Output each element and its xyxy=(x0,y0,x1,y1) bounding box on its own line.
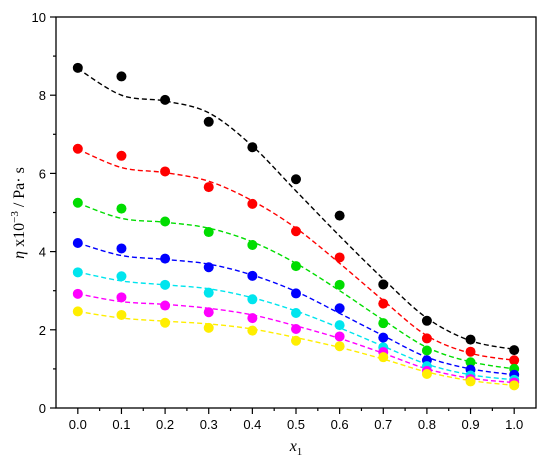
data-point-series-3 xyxy=(378,318,389,329)
data-point-series-6 xyxy=(334,331,345,342)
data-point-series-4 xyxy=(72,237,83,248)
fit-line-series-5 xyxy=(77,271,515,381)
data-point-series-1 xyxy=(116,71,127,82)
data-point-series-7 xyxy=(203,322,214,333)
y-tick-label: 6 xyxy=(39,166,46,181)
data-points xyxy=(72,62,520,391)
y-tick-label: 8 xyxy=(39,88,46,103)
y-axis-symbol: η xyxy=(11,251,28,259)
data-point-series-2 xyxy=(291,226,301,237)
data-point-series-6 xyxy=(116,292,127,303)
x-axis-subscript: 1 xyxy=(297,446,303,458)
data-point-series-6 xyxy=(203,307,214,318)
axis-ticks: 0.0 0.1 0.2 0.3 0.4 0.5 0.6 0.7 0.8 0.9 1.0 0 2 4 6 8 10 xyxy=(32,10,524,432)
data-point-series-2 xyxy=(247,198,258,209)
data-point-series-2 xyxy=(334,252,345,263)
y-tick-label: 10 xyxy=(32,10,46,25)
x-axis-title: x1 xyxy=(289,438,303,458)
data-point-series-3 xyxy=(203,227,214,238)
data-point-series-2 xyxy=(378,298,389,309)
data-point-series-4 xyxy=(334,303,345,314)
data-point-series-7 xyxy=(334,341,345,352)
data-point-series-7 xyxy=(116,309,127,320)
data-point-series-3 xyxy=(421,345,432,356)
data-point-series-3 xyxy=(291,261,301,272)
x-tick-label: 0.7 xyxy=(374,417,392,432)
data-point-series-4 xyxy=(247,270,258,281)
data-point-series-1 xyxy=(334,210,345,221)
data-point-series-4 xyxy=(203,262,214,273)
data-point-series-7 xyxy=(160,317,171,328)
data-point-series-3 xyxy=(116,203,127,214)
y-axis-mid: x10 xyxy=(11,223,28,251)
data-point-series-4 xyxy=(116,243,127,254)
data-point-series-7 xyxy=(465,376,476,387)
data-point-series-3 xyxy=(160,216,171,227)
x-tick-label: 0.0 xyxy=(69,417,87,432)
x-tick-label: 0.1 xyxy=(112,417,130,432)
data-point-series-7 xyxy=(72,306,83,317)
data-point-series-3 xyxy=(72,197,83,208)
y-tick-label: 2 xyxy=(39,323,46,338)
fit-line-series-1 xyxy=(77,68,515,351)
data-point-series-3 xyxy=(334,279,345,290)
data-point-series-5 xyxy=(116,271,127,282)
data-point-series-1 xyxy=(72,62,83,73)
data-point-series-2 xyxy=(203,182,214,193)
data-point-series-2 xyxy=(465,346,476,357)
fit-line-series-7 xyxy=(77,310,515,387)
data-point-series-1 xyxy=(421,315,432,326)
x-axis-symbol: x xyxy=(289,438,297,455)
data-point-series-1 xyxy=(160,94,171,105)
x-tick-label: 0.8 xyxy=(418,417,436,432)
data-point-series-2 xyxy=(421,333,432,344)
data-point-series-6 xyxy=(72,288,83,299)
data-point-series-1 xyxy=(509,345,520,356)
data-point-series-7 xyxy=(291,335,301,346)
plot-frame xyxy=(55,16,537,409)
data-point-series-5 xyxy=(160,279,171,290)
y-tick-label: 4 xyxy=(39,245,46,260)
data-point-series-7 xyxy=(378,352,389,363)
data-point-series-7 xyxy=(421,368,432,379)
x-tick-label: 0.4 xyxy=(243,417,261,432)
x-tick-label: 0.3 xyxy=(200,417,218,432)
data-point-series-2 xyxy=(116,150,127,161)
data-point-series-1 xyxy=(247,142,258,153)
data-point-series-1 xyxy=(378,279,389,290)
data-point-series-4 xyxy=(160,253,171,264)
y-axis-exponent: −3 xyxy=(9,211,21,223)
data-point-series-5 xyxy=(291,307,301,318)
y-axis-title: η x10−3 / Pa· s xyxy=(9,167,28,259)
x-tick-label: 0.9 xyxy=(462,417,480,432)
data-point-series-4 xyxy=(378,332,389,343)
data-point-series-6 xyxy=(247,313,258,324)
data-point-series-3 xyxy=(247,239,258,250)
data-point-series-1 xyxy=(465,334,476,345)
x-tick-label: 0.5 xyxy=(287,417,305,432)
fit-line-series-6 xyxy=(77,293,515,384)
x-tick-label: 0.2 xyxy=(156,417,174,432)
data-point-series-6 xyxy=(291,324,301,335)
data-point-series-5 xyxy=(247,294,258,305)
data-point-series-6 xyxy=(160,300,171,311)
data-point-series-7 xyxy=(247,325,258,336)
x-tick-label: 1.0 xyxy=(505,417,523,432)
data-point-series-5 xyxy=(72,267,83,278)
data-point-series-2 xyxy=(509,355,520,366)
y-tick-label: 0 xyxy=(39,401,46,416)
data-point-series-2 xyxy=(72,143,83,154)
data-point-series-1 xyxy=(291,174,301,185)
x-tick-label: 0.6 xyxy=(331,417,349,432)
data-point-series-4 xyxy=(291,288,301,299)
data-point-series-5 xyxy=(334,320,345,331)
y-axis-unit: / Pa· s xyxy=(11,167,28,211)
data-point-series-2 xyxy=(160,166,171,177)
data-point-series-1 xyxy=(203,116,214,127)
data-point-series-3 xyxy=(465,357,476,368)
data-point-series-5 xyxy=(203,287,214,298)
data-point-series-7 xyxy=(509,380,520,391)
